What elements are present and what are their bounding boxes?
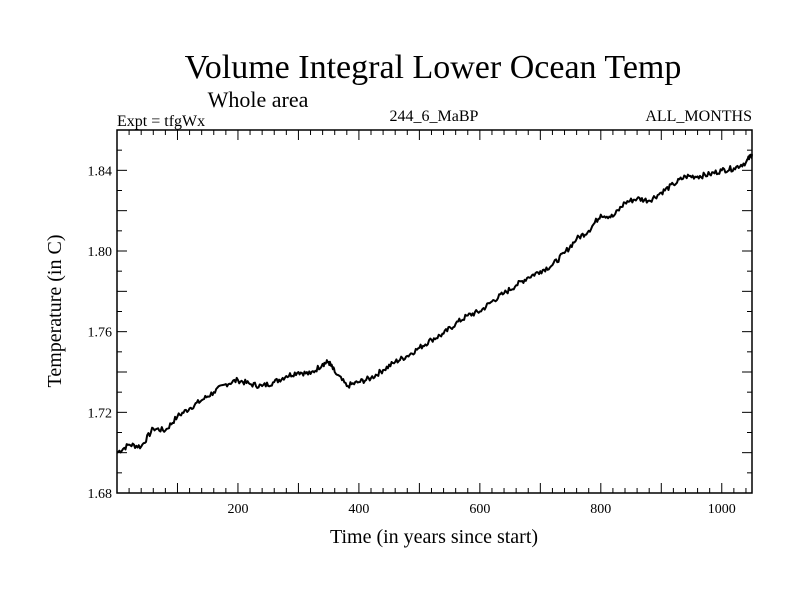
y-tick-label: 1.76 (88, 326, 113, 341)
experiment-label: Expt = tfgWx (117, 113, 205, 130)
x-axis-label: Time (in years since start) (330, 526, 538, 548)
x-tick-label: 600 (469, 502, 490, 517)
y-tick-label: 1.84 (88, 164, 113, 179)
x-tick-label: 200 (227, 502, 248, 517)
axis-ticks (117, 130, 752, 493)
y-tick-labels: 1.68 1.72 1.76 1.80 1.84 (88, 164, 113, 502)
months-label: ALL_MONTHS (645, 108, 752, 125)
y-tick-label: 1.80 (88, 245, 113, 260)
period-label: 244_6_MaBP (390, 108, 479, 125)
plot-frame (116, 129, 753, 494)
series-line-temperature (116, 153, 753, 454)
y-tick-label: 1.68 (88, 487, 113, 502)
x-tick-label: 800 (590, 502, 611, 517)
chart-subtitle: Whole area (208, 87, 309, 112)
y-axis-label: Temperature (in C) (44, 235, 66, 388)
x-tick-label: 1000 (708, 502, 736, 517)
y-tick-label: 1.72 (88, 406, 113, 421)
chart-title: Volume Integral Lower Ocean Temp (185, 49, 682, 86)
x-tick-label: 400 (348, 502, 369, 517)
x-tick-labels: 200 400 600 800 1000 (227, 502, 735, 517)
